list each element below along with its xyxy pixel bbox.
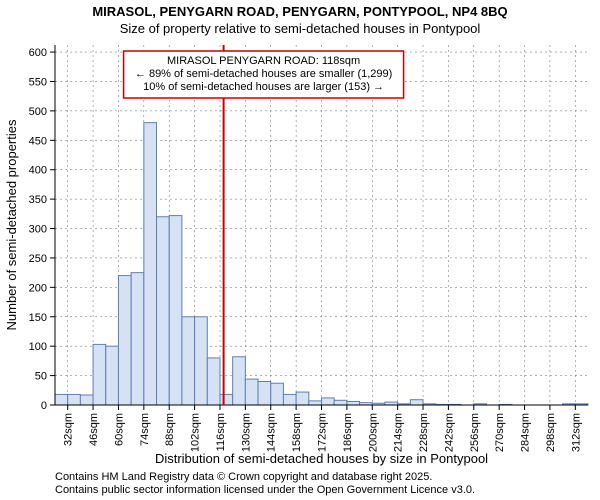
x-tick-label: 130sqm (240, 413, 252, 452)
x-tick-label: 242sqm (443, 413, 455, 452)
x-tick-label: 214sqm (393, 413, 405, 452)
y-tick-label: 600 (29, 47, 47, 59)
histogram-bar (283, 394, 296, 405)
x-tick-label: 298sqm (545, 413, 557, 452)
histogram-bar (207, 358, 220, 405)
histogram-bar (195, 317, 208, 405)
x-tick-label: 284sqm (520, 413, 532, 452)
y-tick-label: 150 (29, 312, 47, 324)
x-tick-label: 102sqm (190, 413, 202, 452)
y-tick-label: 550 (29, 76, 47, 88)
annotation-line: 10% of semi-detached houses are larger (… (143, 81, 384, 93)
x-tick-label: 312sqm (570, 413, 582, 452)
x-tick-label: 144sqm (266, 413, 278, 452)
y-tick-label: 500 (29, 106, 47, 118)
y-tick-label: 100 (29, 341, 47, 353)
x-tick-label: 228sqm (418, 413, 430, 452)
histogram-bar (144, 123, 157, 405)
x-tick-label: 200sqm (367, 413, 379, 452)
y-tick-label: 450 (29, 135, 47, 147)
x-tick-label: 256sqm (469, 413, 481, 452)
histogram-bar (296, 392, 309, 405)
x-tick-label: 186sqm (342, 413, 354, 452)
footer-line: Contains HM Land Registry data © Crown c… (55, 471, 432, 483)
annotation-line: MIRASOL PENYGARN ROAD: 118sqm (167, 55, 360, 67)
x-tick-label: 32sqm (63, 413, 75, 446)
y-tick-label: 350 (29, 194, 47, 206)
histogram-bar (55, 394, 68, 405)
histogram-bar (169, 216, 182, 405)
histogram-chart: 0 50 100 150 200 250 300 350 400 450 500 550 600 32sq… (0, 0, 600, 500)
histogram-bar (233, 357, 246, 405)
x-axis-label: Distribution of semi-detached houses by … (155, 451, 488, 466)
histogram-bar (410, 400, 423, 405)
histogram-bar (220, 394, 233, 405)
histogram-bar (118, 276, 131, 405)
x-tick-label: 60sqm (113, 413, 125, 446)
x-tick-label: 116sqm (215, 413, 227, 451)
footer-line: Contains public sector information licen… (55, 484, 475, 496)
y-tick-label: 250 (29, 253, 47, 265)
x-tick-label: 74sqm (139, 413, 151, 446)
histogram-bar (93, 344, 106, 405)
x-tick-label: 270sqm (494, 413, 506, 452)
histogram-bar (182, 317, 195, 405)
y-tick-label: 300 (29, 224, 47, 236)
x-tick-label: 158sqm (291, 413, 303, 452)
histogram-bar (245, 379, 258, 405)
y-tick-label: 200 (29, 282, 47, 294)
histogram-bar (68, 394, 81, 405)
y-tick-label: 0 (41, 400, 47, 412)
histogram-bar (309, 401, 322, 405)
histogram-bar (271, 383, 284, 405)
x-tick-label: 172sqm (317, 413, 329, 452)
chart-subtitle: Size of property relative to semi-detach… (120, 21, 481, 36)
histogram-bar (106, 346, 119, 405)
chart-title: MIRASOL, PENYGARN ROAD, PENYGARN, PONTYP… (92, 4, 507, 19)
x-tick-label: 88sqm (164, 413, 176, 446)
y-tick-label: 50 (35, 371, 47, 383)
histogram-bar (322, 398, 335, 405)
histogram-bar (258, 381, 271, 405)
histogram-bar (131, 273, 144, 405)
histogram-bar (157, 217, 170, 405)
y-tick-label: 400 (29, 165, 47, 177)
histogram-bar (347, 401, 360, 405)
histogram-bar (334, 400, 347, 405)
y-axis-label: Number of semi-detached properties (4, 119, 19, 330)
histogram-bar (80, 395, 93, 405)
x-tick-label: 46sqm (88, 413, 100, 446)
annotation-line: ← 89% of semi-detached houses are smalle… (135, 68, 392, 80)
